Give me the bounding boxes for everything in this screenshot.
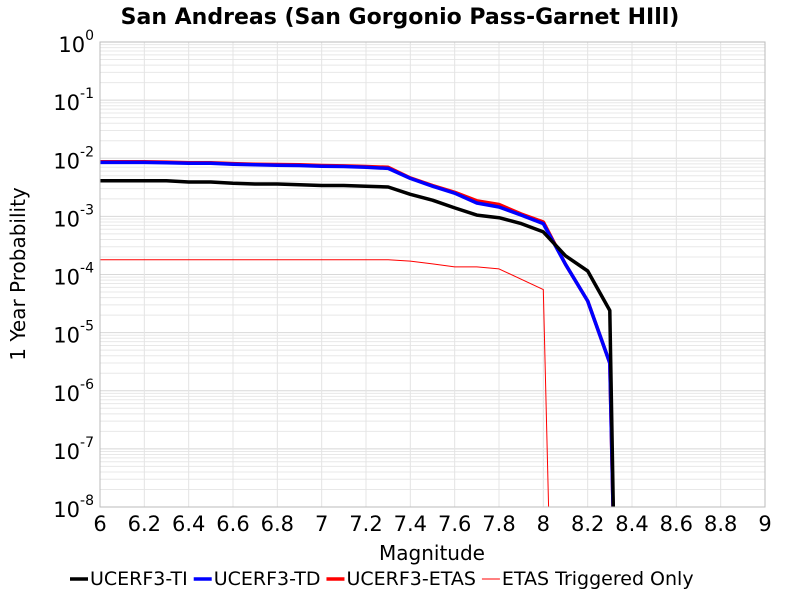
- x-tick-label: 6.8: [261, 512, 294, 536]
- series-line-etas-triggered-only: [100, 259, 550, 507]
- x-tick-label: 6.2: [128, 512, 161, 536]
- y-tick-label: 10-7: [53, 435, 94, 464]
- y-tick-label: 10-1: [53, 86, 94, 115]
- x-tick-label: 8: [537, 512, 550, 536]
- legend-label: UCERF3-TD: [214, 568, 321, 590]
- series-line-ucerf3-ti: [100, 179, 616, 507]
- x-tick-label: 9: [758, 512, 771, 536]
- chart-title: San Andreas (San Gorgonio Pass-Garnet HI…: [121, 5, 680, 30]
- x-tick-labels: 6 6.2 6.4 6.6 6.8 7 7.2 7.4 7.6 7.8 8 8.2 8.4 8.6 8.8 9: [93, 512, 771, 536]
- y-tick-label: 10-6: [53, 377, 94, 406]
- y-tick-label: 10-4: [53, 261, 94, 290]
- x-tick-label: 8.4: [615, 512, 648, 536]
- legend-label: UCERF3-ETAS: [346, 568, 475, 590]
- x-tick-label: 8.6: [660, 512, 693, 536]
- y-tick-label: 10-5: [53, 319, 94, 348]
- y-axis-label: 1 Year Probability: [6, 187, 30, 361]
- x-axis-label: Magnitude: [379, 541, 485, 565]
- x-tick-label: 7.8: [482, 512, 515, 536]
- x-tick-label: 6.6: [216, 512, 249, 536]
- x-tick-label: 7.2: [349, 512, 382, 536]
- series-line-ucerf3-td: [100, 160, 615, 507]
- x-tick-label: 6: [93, 512, 106, 536]
- x-tick-label: 7.6: [438, 512, 471, 536]
- y-tick-label: 10-2: [53, 144, 94, 173]
- legend-label: UCERF3-TI: [90, 568, 188, 590]
- y-tick-label: 10-3: [53, 202, 94, 231]
- grid: [99, 42, 766, 508]
- y-tick-label: 100: [58, 28, 94, 57]
- legend: UCERF3-TI UCERF3-TD UCERF3-ETAS ETAS Trigge…: [70, 568, 694, 590]
- y-tick-labels: 100 10-1 10-2 10-3 10-4 10-5 10-6 10-7 10-8: [53, 28, 94, 522]
- y-tick-label: 10-8: [53, 493, 94, 522]
- plot-frame: [99, 41, 766, 508]
- x-tick-label: 6.4: [172, 512, 205, 536]
- x-tick-label: 8.2: [571, 512, 604, 536]
- x-tick-label: 8.8: [704, 512, 737, 536]
- x-tick-label: 7: [315, 512, 328, 536]
- x-tick-label: 7.4: [394, 512, 427, 536]
- legend-label: ETAS Triggered Only: [502, 568, 694, 590]
- series-lines: [100, 160, 616, 507]
